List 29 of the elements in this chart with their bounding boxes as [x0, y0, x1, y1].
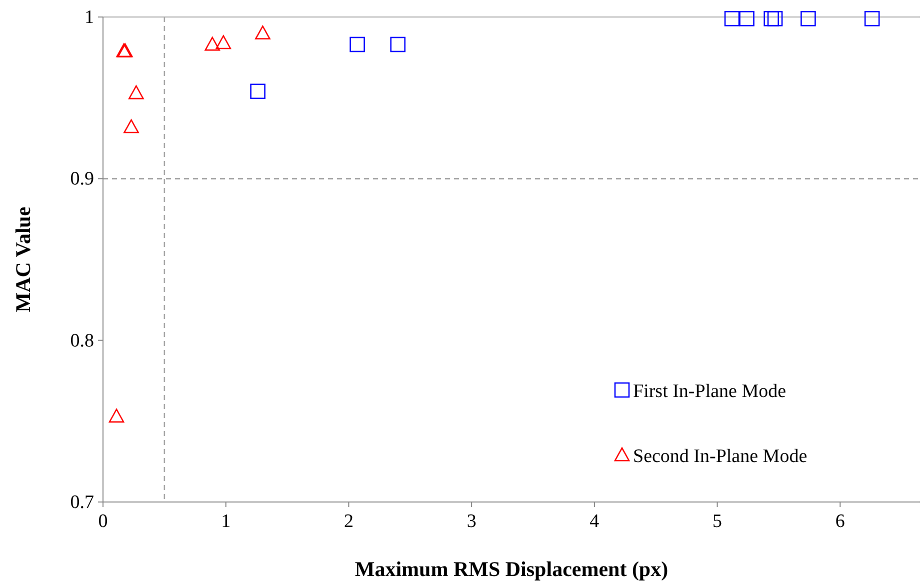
x-axis-title: Maximum RMS Displacement (px): [354, 557, 668, 581]
point: [124, 119, 139, 134]
point: [108, 408, 124, 423]
y-tick-label: 0.8: [70, 330, 94, 352]
point: [767, 10, 783, 26]
legend-label: First In-Plane Mode: [633, 381, 786, 402]
point: [390, 36, 406, 52]
point: [739, 10, 754, 26]
point: [724, 10, 740, 26]
x-tick-label: 2: [344, 511, 354, 532]
point: [350, 36, 365, 52]
point: [204, 36, 220, 51]
x-tick-label: 3: [466, 511, 476, 532]
point: [800, 10, 816, 26]
point: [250, 84, 266, 100]
x-tick-label: 0: [98, 511, 108, 532]
legend-label: Second In-Plane Mode: [633, 446, 808, 467]
point: [255, 26, 270, 40]
point: [128, 85, 144, 100]
point: [864, 10, 880, 26]
x-tick-label: 1: [221, 511, 231, 532]
y-tick-label: 0.9: [70, 168, 94, 190]
x-tick-label: 6: [835, 511, 845, 532]
y-tick-label: 1: [84, 7, 94, 28]
point: [216, 35, 232, 50]
y-tick-label: 0.7: [70, 492, 94, 513]
y-axis-title: MAC Value: [11, 206, 35, 312]
x-tick-label: 5: [712, 511, 722, 532]
x-tick-label: 4: [590, 511, 600, 532]
